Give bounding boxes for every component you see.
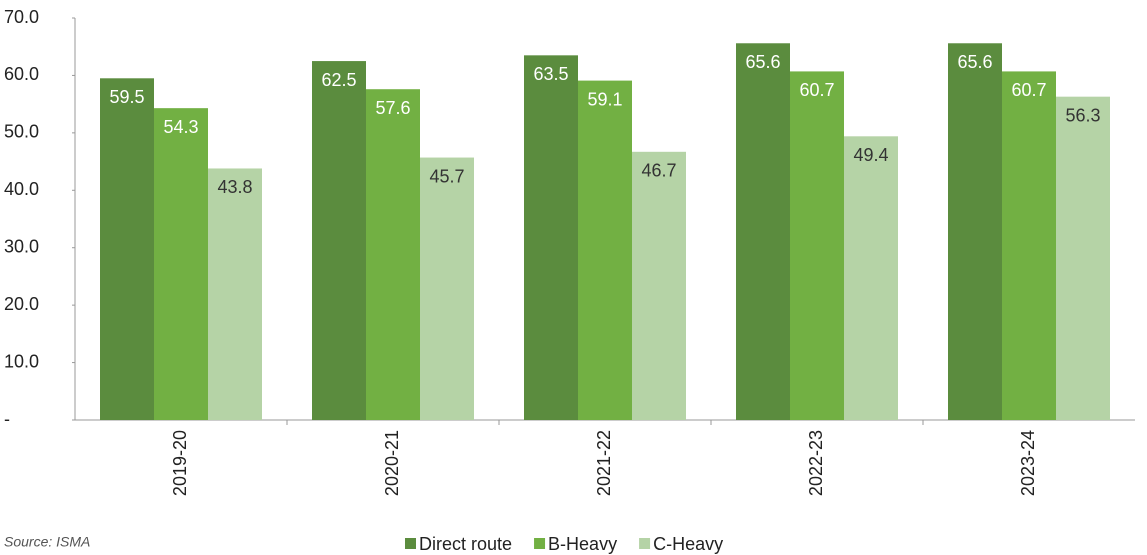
bar bbox=[790, 71, 844, 420]
bar bbox=[736, 43, 790, 421]
y-tick-label: 10.0 bbox=[4, 351, 39, 371]
legend-label: B-Heavy bbox=[548, 534, 617, 554]
bar bbox=[312, 61, 366, 420]
value-label: 43.8 bbox=[217, 177, 252, 197]
bar bbox=[420, 157, 474, 420]
bar bbox=[1002, 71, 1056, 420]
bar bbox=[100, 78, 154, 421]
value-label: 60.7 bbox=[1011, 80, 1046, 100]
legend-swatch bbox=[534, 538, 546, 549]
source-note: Source: ISMA bbox=[4, 534, 90, 550]
value-label: 65.6 bbox=[957, 52, 992, 72]
x-tick-label: 2021-22 bbox=[594, 430, 614, 496]
value-label: 63.5 bbox=[533, 64, 568, 84]
value-label: 46.7 bbox=[641, 161, 676, 181]
legend-label: Direct route bbox=[419, 534, 512, 554]
y-tick-label: 20.0 bbox=[4, 294, 39, 314]
value-label: 60.7 bbox=[799, 80, 834, 100]
value-label: 54.3 bbox=[163, 117, 198, 137]
bar bbox=[844, 136, 898, 420]
x-tick-label: 2023-24 bbox=[1018, 430, 1038, 496]
y-tick-label: - bbox=[4, 409, 10, 429]
legend-swatch bbox=[639, 538, 651, 549]
x-tick-label: 2020-21 bbox=[382, 430, 402, 496]
y-tick-label: 70.0 bbox=[4, 7, 39, 27]
value-label: 59.1 bbox=[587, 89, 622, 109]
value-label: 65.6 bbox=[745, 52, 780, 72]
y-tick-label: 30.0 bbox=[4, 236, 39, 256]
value-label: 62.5 bbox=[321, 70, 356, 90]
x-tick-label: 2019-20 bbox=[170, 430, 190, 496]
legend-swatch bbox=[405, 538, 416, 549]
bar bbox=[154, 108, 208, 421]
bar bbox=[948, 43, 1002, 421]
y-tick-label: 60.0 bbox=[4, 64, 39, 84]
bar bbox=[578, 80, 632, 421]
bar bbox=[632, 151, 686, 420]
value-label: 49.4 bbox=[853, 145, 888, 165]
y-tick-label: 40.0 bbox=[4, 179, 39, 199]
bar bbox=[208, 168, 262, 420]
value-label: 59.5 bbox=[109, 87, 144, 107]
value-label: 56.3 bbox=[1065, 105, 1100, 125]
bar bbox=[524, 55, 578, 420]
bar bbox=[366, 89, 420, 420]
value-label: 45.7 bbox=[429, 166, 464, 186]
legend-label: C-Heavy bbox=[653, 534, 723, 554]
bar bbox=[1056, 96, 1110, 421]
x-tick-label: 2022-23 bbox=[806, 430, 826, 496]
value-label: 57.6 bbox=[375, 98, 410, 118]
y-tick-label: 50.0 bbox=[4, 122, 39, 142]
